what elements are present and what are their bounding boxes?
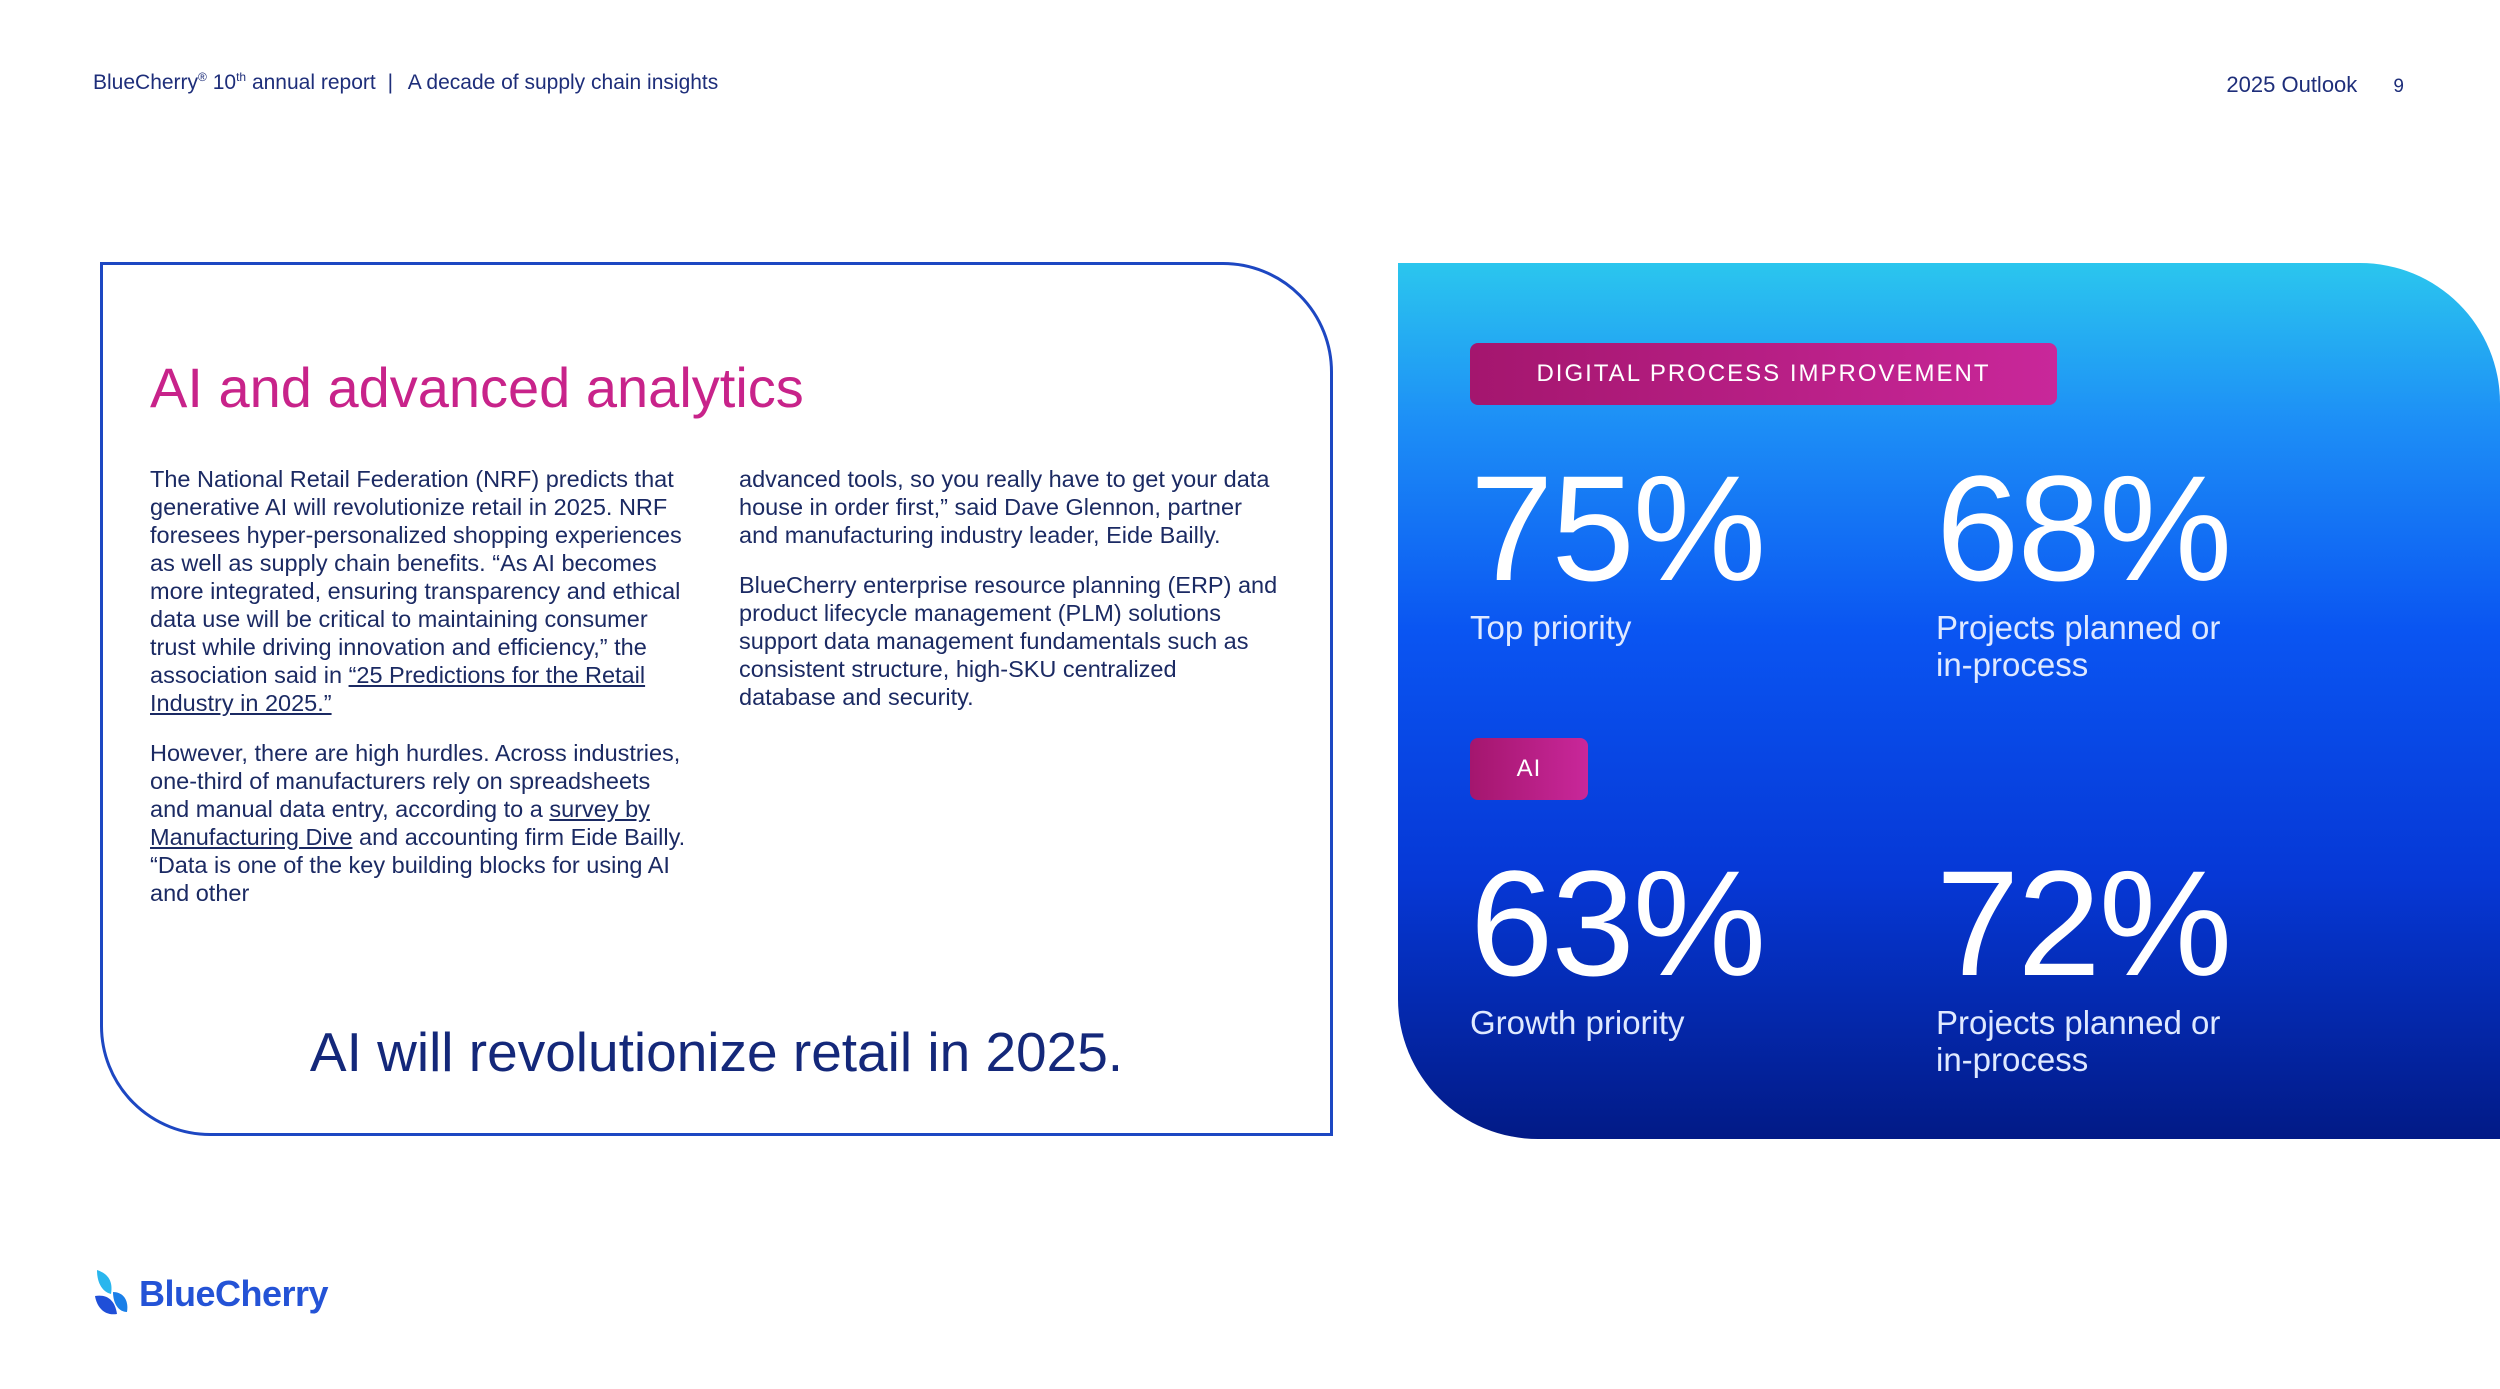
stat-label: Projects planned or in-process <box>1936 1004 2221 1078</box>
paragraph: However, there are high hurdles. Across … <box>150 739 690 907</box>
stat-ai-projects-planned: 72% Projects planned or in-process <box>1936 848 2236 1078</box>
stat-projects-planned: 68% Projects planned or in-process <box>1936 453 2236 683</box>
stat-value: 68% <box>1936 444 2232 612</box>
section-title: 2025 Outlook <box>2226 72 2358 97</box>
report-header: BlueCherry® 10th annual report | A decad… <box>93 70 718 95</box>
section-header: 2025 Outlook 9 <box>2226 72 2404 98</box>
stat-top-priority: 75% Top priority <box>1470 453 1770 646</box>
ai-badge: AI <box>1470 738 1588 800</box>
stat-growth-priority: 63% Growth priority <box>1470 848 1770 1041</box>
paragraph: The National Retail Federation (NRF) pre… <box>150 465 690 717</box>
bluecherry-logo: BlueCherry <box>93 1268 329 1320</box>
registered-mark: ® <box>198 70 207 84</box>
paragraph: BlueCherry enterprise resource planning … <box>739 572 1278 710</box>
page-number: 9 <box>2393 76 2404 97</box>
report-subtitle: A decade of supply chain insights <box>407 71 719 94</box>
stat-label: Top priority <box>1470 609 1632 646</box>
stats-panel: DIGITAL PROCESS IMPROVEMENT 75% Top prio… <box>1398 263 2500 1139</box>
paragraph-text: The National Retail Federation (NRF) pre… <box>150 466 682 688</box>
card-tagline: AI will revolutionize retail in 2025. <box>309 1021 1124 1083</box>
brand-name: BlueCherry <box>93 71 199 94</box>
stat-value: 75% <box>1470 444 1766 612</box>
nrf-predictions-link[interactable]: “25 Predictions for the Retail Industry … <box>150 662 646 716</box>
edition-number: 10 <box>212 71 237 94</box>
bluecherry-logo-icon <box>95 1270 128 1315</box>
edition-suffix: th <box>236 70 247 84</box>
paragraph: advanced tools, so you really have to ge… <box>739 466 1270 548</box>
logo-wordmark: BlueCherry <box>139 1273 329 1314</box>
paragraph-text: However, there are high hurdles. Across … <box>150 740 681 822</box>
report-label: annual report <box>251 71 376 94</box>
header-separator: | <box>387 71 394 94</box>
manufacturing-dive-link[interactable]: survey by Manufacturing Dive <box>150 796 650 850</box>
text-column-2: advanced tools, so you really have to ge… <box>739 465 1279 733</box>
stat-label: Growth priority <box>1470 1004 1685 1041</box>
card-title: AI and advanced analytics <box>150 356 804 419</box>
text-column-1: The National Retail Federation (NRF) pre… <box>150 465 690 929</box>
analytics-card: AI and advanced analytics The National R… <box>100 262 1333 1136</box>
stat-label: Projects planned or in-process <box>1936 609 2221 683</box>
digital-process-badge: DIGITAL PROCESS IMPROVEMENT <box>1470 343 2057 405</box>
paragraph-text: and accounting firm Eide Bailly. “Data i… <box>150 824 686 906</box>
stat-value: 72% <box>1936 839 2232 1007</box>
stat-value: 63% <box>1470 839 1766 1007</box>
